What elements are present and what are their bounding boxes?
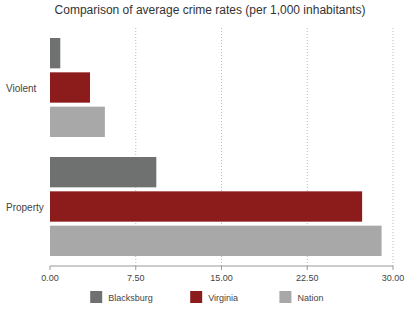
legend-swatch [279, 291, 291, 303]
bar [50, 157, 156, 187]
title: Comparison of average crime rates (per 1… [55, 3, 366, 17]
bar [50, 107, 105, 137]
bar [50, 226, 382, 256]
tick-label: 15.00 [210, 273, 233, 283]
tick-label: 7.50 [127, 273, 145, 283]
category-label: Property [6, 202, 44, 213]
legend-label: Virginia [208, 293, 238, 303]
legend-label: Nation [297, 293, 323, 303]
bar [50, 191, 362, 221]
legend-swatch [190, 291, 202, 303]
legend: Blacksburg Virginia Nation [90, 291, 323, 303]
bar [50, 72, 90, 102]
tick-label: 30.00 [382, 273, 405, 283]
bar [50, 38, 60, 68]
category-label: Violent [6, 83, 37, 94]
tick-mark [135, 266, 136, 270]
tick-mark [221, 266, 222, 270]
grid-line [393, 28, 394, 266]
tick-label: 22.50 [296, 273, 319, 283]
legend-swatch [90, 291, 102, 303]
tick-mark [393, 266, 394, 270]
bars [50, 38, 382, 256]
chart: Comparison of average crime rates (per 1… [0, 0, 420, 320]
tick-mark [307, 266, 308, 270]
tick-label: 0.00 [41, 273, 59, 283]
x-axis [50, 266, 393, 267]
tick-mark [50, 266, 51, 270]
legend-label: Blacksburg [108, 293, 153, 303]
